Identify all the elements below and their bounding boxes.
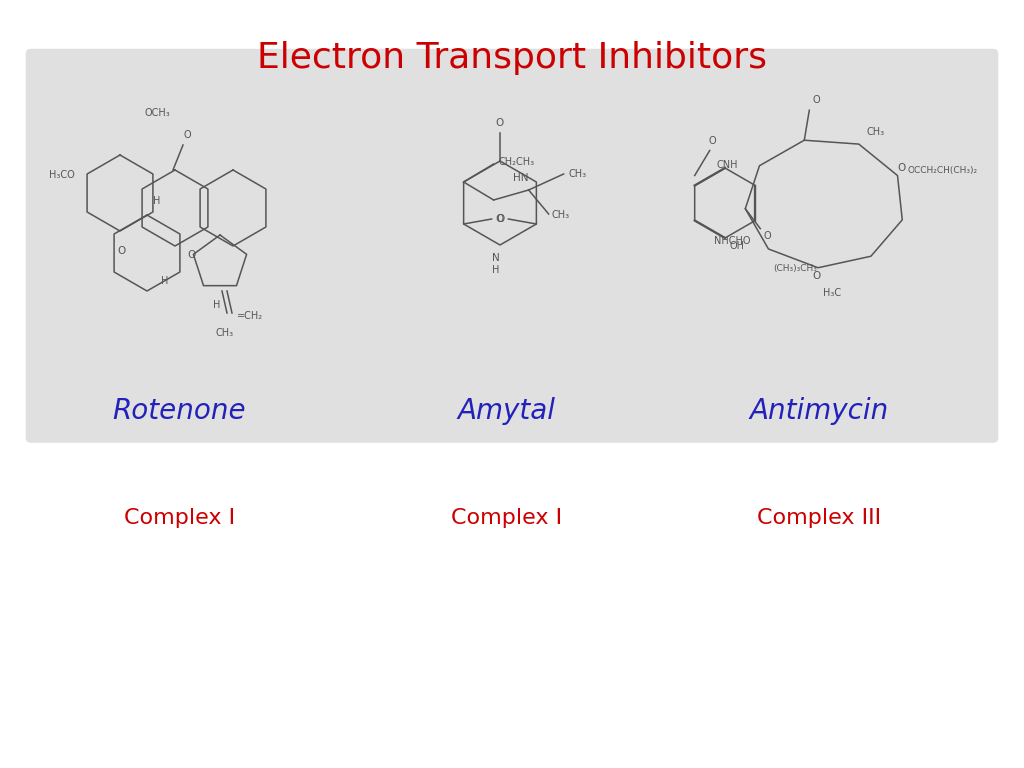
Text: O: O [709,135,717,145]
Text: NHCHO: NHCHO [714,236,751,246]
Text: O: O [496,118,504,128]
Text: O: O [812,95,820,105]
Text: H₃C: H₃C [823,288,841,298]
Text: CH₂CH₃: CH₂CH₃ [499,157,535,167]
Text: H: H [213,300,221,310]
Text: H: H [154,196,161,206]
Text: O: O [118,246,126,256]
Text: H₃CO: H₃CO [49,170,75,180]
Text: N: N [493,253,500,263]
Text: O: O [183,130,190,140]
Text: Electron Transport Inhibitors: Electron Transport Inhibitors [257,41,767,75]
Text: OH: OH [730,241,745,251]
Text: HN: HN [513,173,528,183]
Text: O: O [812,271,820,281]
Text: CNH: CNH [717,161,738,170]
Text: OCCH₂CH(CH₃)₂: OCCH₂CH(CH₃)₂ [907,166,978,175]
Text: Complex I: Complex I [124,508,234,528]
Text: Complex I: Complex I [452,508,562,528]
Text: =CH₂: =CH₂ [237,311,263,321]
Text: H: H [162,276,169,286]
Text: O: O [187,250,197,260]
Text: H: H [493,265,500,275]
Text: (CH₃)₃CH₃: (CH₃)₃CH₃ [773,264,817,273]
Text: CH₃: CH₃ [216,328,234,338]
Text: CH₃: CH₃ [568,169,587,179]
Text: Rotenone: Rotenone [113,397,246,425]
Text: OCH₃: OCH₃ [144,108,170,118]
Text: Complex III: Complex III [757,508,882,528]
FancyBboxPatch shape [26,48,998,443]
Text: CH₃: CH₃ [866,127,885,137]
Text: Antimycin: Antimycin [750,397,889,425]
Text: CH₃: CH₃ [552,210,569,220]
Text: Amytal: Amytal [458,397,556,425]
Text: O: O [497,214,505,224]
Text: O: O [897,163,905,173]
Text: O: O [496,214,504,224]
Text: O: O [763,230,771,240]
